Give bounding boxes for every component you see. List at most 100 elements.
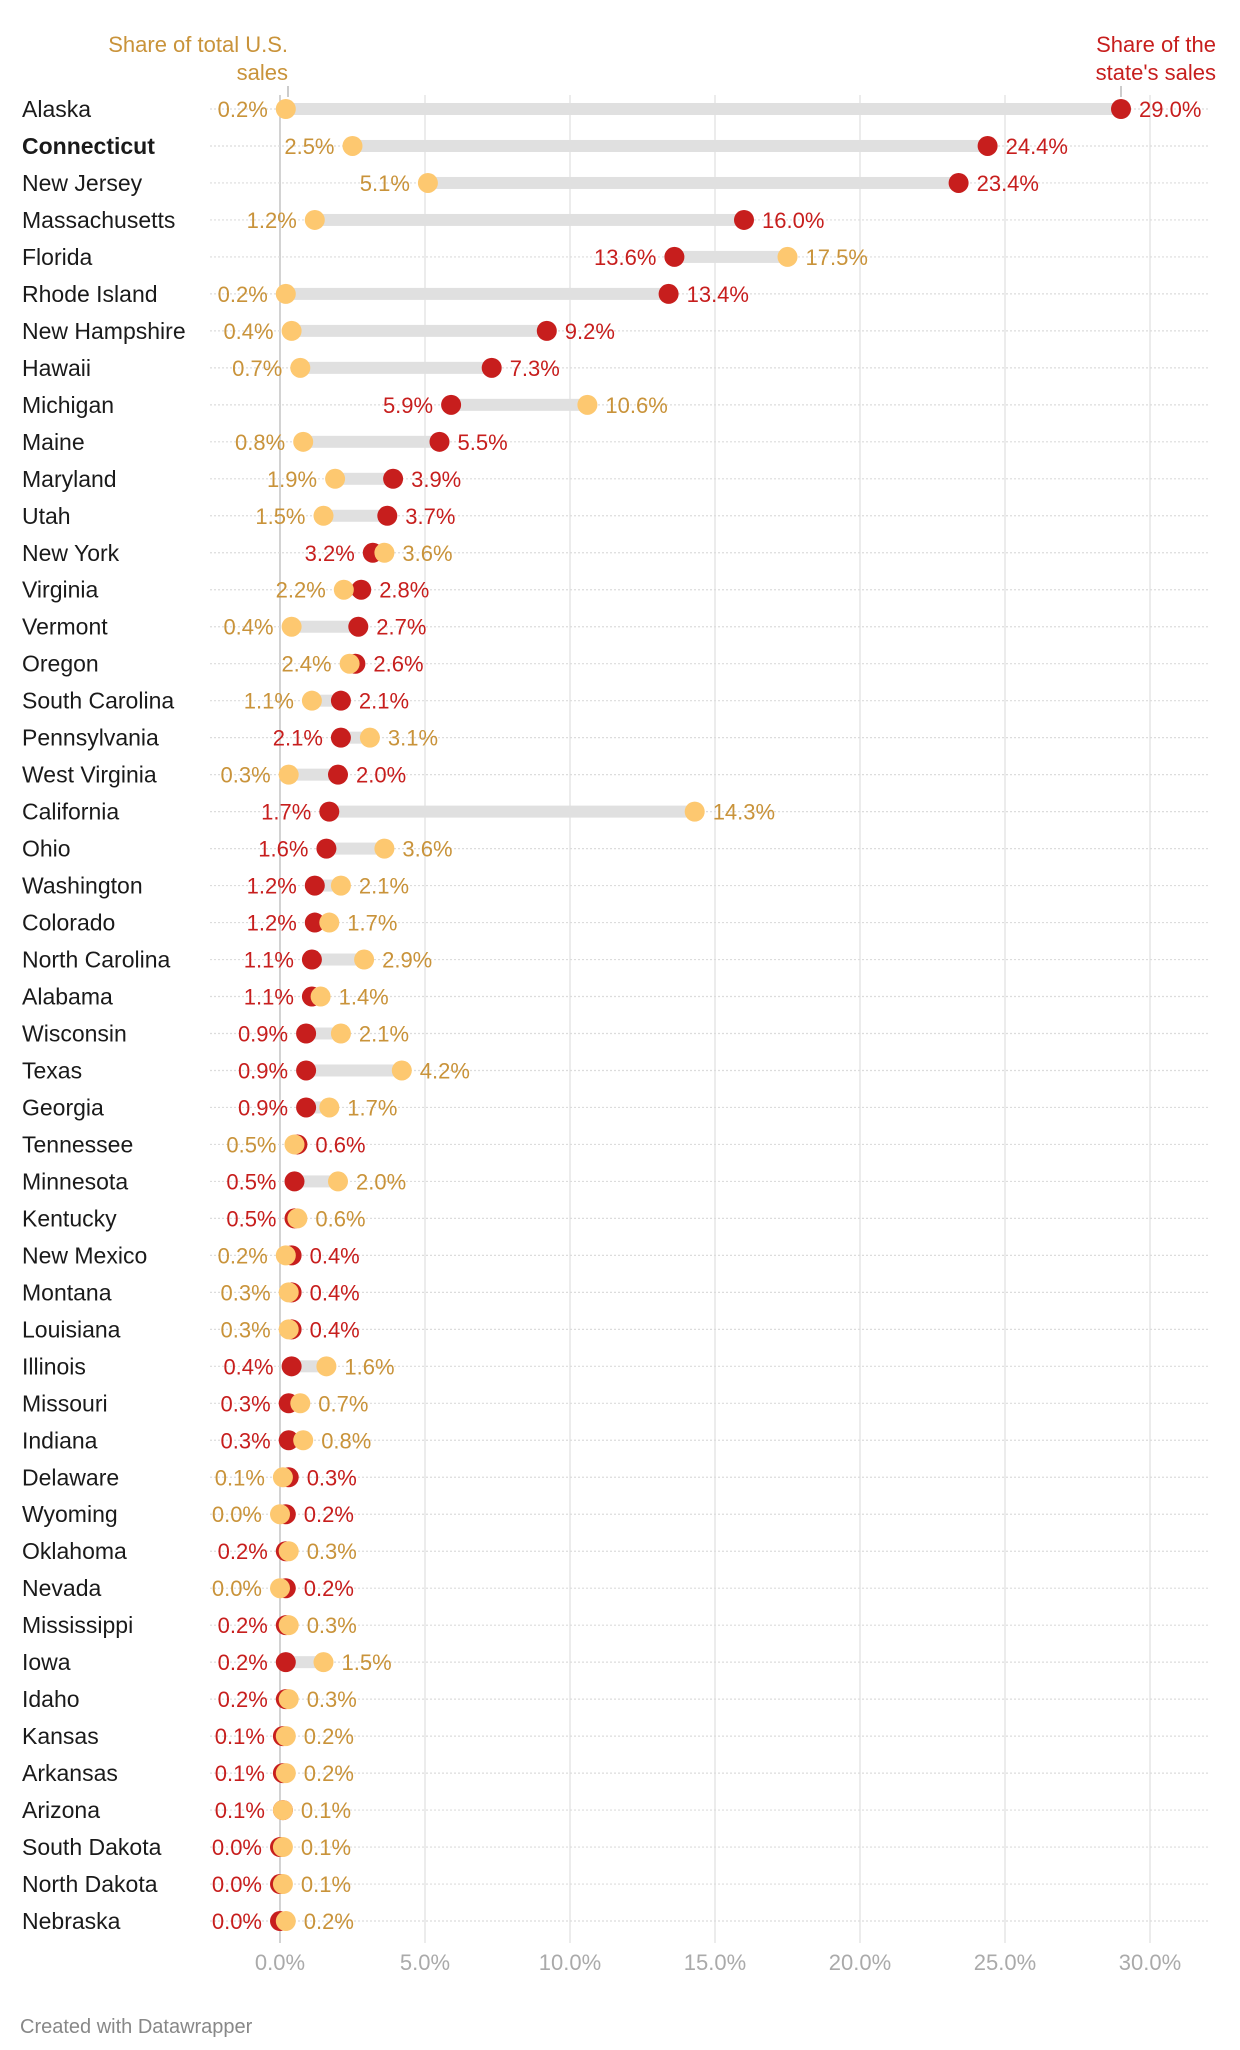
state-label: Colorado bbox=[22, 910, 115, 936]
us-share-dot bbox=[391, 1060, 412, 1081]
state-share-dot bbox=[441, 394, 462, 415]
state-label: Washington bbox=[22, 873, 143, 899]
range-bar bbox=[288, 768, 338, 781]
state-label: South Carolina bbox=[22, 688, 174, 714]
range-bar bbox=[427, 176, 959, 189]
row-alabama: Alabama 1.1% 1.4% bbox=[22, 984, 1208, 1010]
range-bar bbox=[323, 509, 388, 522]
us-share-dot bbox=[339, 653, 360, 674]
row-arizona: Arizona 0.1% 0.1% bbox=[22, 1797, 1208, 1823]
state-label: Utah bbox=[22, 503, 71, 529]
us-share-label: 0.7% bbox=[232, 356, 282, 381]
state-share-label: 1.1% bbox=[244, 948, 294, 973]
us-share-label: 3.6% bbox=[402, 541, 452, 566]
state-label: New Mexico bbox=[22, 1242, 147, 1268]
state-label: Minnesota bbox=[22, 1168, 128, 1194]
row-idaho: Idaho 0.2% 0.3% bbox=[22, 1686, 1208, 1712]
range-bar bbox=[285, 103, 1121, 115]
state-label: Oklahoma bbox=[22, 1538, 127, 1564]
row-connecticut: Connecticut 2.5% 24.4% bbox=[22, 133, 1208, 159]
state-share-label: 0.1% bbox=[215, 1798, 265, 1823]
us-series-label: Share of total U.S. bbox=[108, 32, 288, 57]
us-share-label: 0.8% bbox=[235, 430, 285, 455]
state-label: Nebraska bbox=[22, 1908, 121, 1934]
row-washington: Washington 1.2% 2.1% bbox=[22, 873, 1208, 899]
x-tick-label: 10.0% bbox=[539, 1950, 601, 1975]
us-share-label: 2.5% bbox=[284, 134, 334, 159]
us-share-label: 0.0% bbox=[212, 1576, 262, 1601]
state-share-label: 0.2% bbox=[304, 1576, 354, 1601]
us-share-dot bbox=[287, 1208, 308, 1229]
us-share-label: 0.3% bbox=[221, 1317, 271, 1342]
us-share-dot bbox=[304, 209, 325, 230]
range-bar bbox=[291, 324, 547, 337]
us-share-dot bbox=[281, 320, 302, 341]
state-label: Kansas bbox=[22, 1723, 99, 1749]
state-label: Virginia bbox=[22, 577, 98, 603]
state-share-label: 13.4% bbox=[687, 282, 749, 307]
range-bar bbox=[306, 1064, 402, 1077]
row-kansas: Kansas 0.1% 0.2% bbox=[22, 1723, 1208, 1749]
us-share-dot bbox=[777, 246, 798, 267]
state-share-label: 1.2% bbox=[247, 874, 297, 899]
us-share-label: 0.3% bbox=[307, 1687, 357, 1712]
state-label: Maine bbox=[22, 429, 85, 455]
state-share-dot bbox=[304, 875, 325, 896]
state-share-dot bbox=[977, 135, 998, 156]
range-bar bbox=[451, 398, 588, 411]
state-share-label: 2.1% bbox=[359, 689, 409, 714]
row-maryland: Maryland 1.9% 3.9% bbox=[22, 466, 1208, 492]
state-label: Pennsylvania bbox=[22, 725, 159, 751]
us-share-dot bbox=[278, 1541, 299, 1562]
range-bar bbox=[314, 213, 744, 226]
state-label: Delaware bbox=[22, 1464, 119, 1490]
state-label: Louisiana bbox=[22, 1316, 121, 1342]
row-minnesota: Minnesota 0.5% 2.0% bbox=[22, 1168, 1208, 1194]
us-share-dot bbox=[330, 1023, 351, 1044]
state-label: Wisconsin bbox=[22, 1021, 127, 1047]
state-label: Vermont bbox=[22, 614, 108, 640]
x-tick-label: 5.0% bbox=[400, 1950, 450, 1975]
row-hawaii: Hawaii 0.7% 7.3% bbox=[22, 355, 1208, 381]
us-share-dot bbox=[275, 283, 296, 304]
us-share-dot bbox=[278, 1319, 299, 1340]
us-share-label: 1.7% bbox=[347, 1095, 397, 1120]
us-share-label: 5.1% bbox=[360, 171, 410, 196]
row-louisiana: Louisiana 0.3% 0.4% bbox=[22, 1316, 1208, 1342]
row-new-york: New York 3.2% 3.6% bbox=[22, 540, 1208, 566]
us-share-label: 0.2% bbox=[304, 1724, 354, 1749]
state-share-label: 2.6% bbox=[373, 652, 423, 677]
us-share-dot bbox=[313, 505, 334, 526]
row-maine: Maine 0.8% 5.5% bbox=[22, 429, 1208, 455]
us-series-label: sales bbox=[237, 60, 288, 85]
us-share-dot bbox=[310, 986, 331, 1007]
state-label: Ohio bbox=[22, 836, 71, 862]
state-share-dot bbox=[319, 801, 340, 822]
state-share-label: 0.6% bbox=[315, 1132, 365, 1157]
us-share-dot bbox=[278, 1689, 299, 1710]
state-label: New Hampshire bbox=[22, 318, 186, 344]
x-tick-label: 25.0% bbox=[974, 1950, 1036, 1975]
us-share-label: 1.2% bbox=[247, 208, 297, 233]
state-share-label: 23.4% bbox=[977, 171, 1039, 196]
us-share-label: 2.1% bbox=[359, 1022, 409, 1047]
range-bar bbox=[303, 435, 440, 448]
state-share-label: 0.2% bbox=[218, 1650, 268, 1675]
state-label: Kentucky bbox=[22, 1205, 117, 1231]
range-bar bbox=[311, 953, 365, 966]
us-share-dot bbox=[333, 579, 354, 600]
state-label: North Dakota bbox=[22, 1871, 158, 1897]
state-share-dot bbox=[281, 1356, 302, 1377]
us-share-dot bbox=[342, 135, 363, 156]
state-label: West Virginia bbox=[22, 762, 157, 788]
state-share-dot bbox=[275, 1652, 296, 1673]
us-share-dot bbox=[275, 1245, 296, 1266]
state-share-label: 0.1% bbox=[215, 1724, 265, 1749]
state-share-label: 0.4% bbox=[223, 1354, 273, 1379]
us-share-dot bbox=[275, 1726, 296, 1747]
us-share-label: 0.1% bbox=[215, 1465, 265, 1490]
us-share-dot bbox=[313, 1652, 334, 1673]
state-label: California bbox=[22, 799, 119, 825]
row-michigan: Michigan 5.9% 10.6% bbox=[22, 392, 1208, 418]
us-share-label: 0.1% bbox=[301, 1798, 351, 1823]
